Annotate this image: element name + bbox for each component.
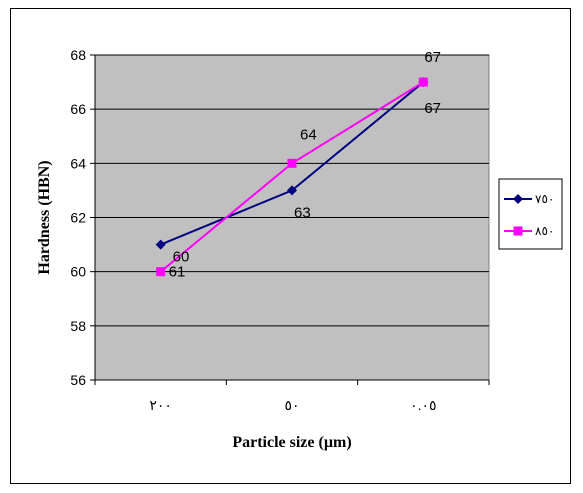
data-point <box>287 185 297 196</box>
legend-label: ٨٥٠ <box>535 224 554 238</box>
tick-labels: 56 58 60 62 64 66 68 ٢٠٠ ٥٠ ٠.٠٥ <box>70 47 436 413</box>
x-tick-label: ٢٠٠ <box>149 397 172 413</box>
y-tick-label: 58 <box>70 318 86 334</box>
y-tick-label: 64 <box>70 155 86 171</box>
y-tick-label: 66 <box>70 101 86 117</box>
y-tick-label: 62 <box>70 210 86 226</box>
legend-marker <box>513 226 523 236</box>
series-layer <box>155 77 429 277</box>
series-2 <box>156 77 428 277</box>
x-tick-label: ٥٠ <box>284 397 299 413</box>
data-point <box>287 158 297 168</box>
axes <box>90 54 490 385</box>
data-point <box>418 77 428 87</box>
data-labels: 60 63 67 61 64 67 <box>169 49 441 281</box>
y-tick-label: 56 <box>70 372 86 388</box>
x-axis-title: Particle size (µm) <box>232 434 351 451</box>
legend-label: ٧٥٠ <box>535 192 554 206</box>
y-axis-title: Hardness (HBN) <box>36 160 53 274</box>
data-label: 67 <box>424 49 441 66</box>
data-label: 61 <box>169 264 186 281</box>
x-tick-label: ٠.٠٥ <box>410 397 436 413</box>
data-label: 63 <box>294 204 311 221</box>
y-tick-label: 60 <box>70 264 86 280</box>
data-label: 67 <box>424 100 441 117</box>
legend-marker <box>513 194 523 204</box>
legend-box <box>498 178 563 250</box>
y-tick-label: 68 <box>70 47 86 63</box>
legend-item-2: ٨٥٠ <box>504 224 554 238</box>
legend-item-1: ٧٥٠ <box>504 192 554 206</box>
data-label: 64 <box>300 126 317 143</box>
legend: ٧٥٠ ٨٥٠ <box>498 178 563 250</box>
data-label: 60 <box>173 249 190 266</box>
data-point <box>155 239 166 250</box>
data-point <box>156 267 166 277</box>
